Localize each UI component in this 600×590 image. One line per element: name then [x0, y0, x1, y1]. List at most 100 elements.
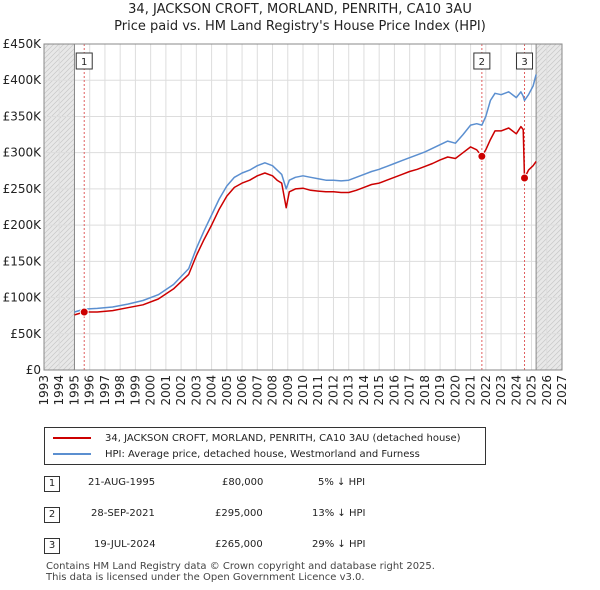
hatch-line [535, 187, 563, 215]
hatch-line [67, 363, 75, 371]
transaction-hpi-diff: 13% ↓ HPI [312, 508, 366, 519]
hatch-line [535, 217, 563, 245]
hatch-line [52, 348, 75, 371]
x-tick-label: 2003 [189, 375, 203, 406]
hatch-line [535, 107, 563, 135]
transaction-price: £265,000 [215, 539, 263, 550]
hatch-line [535, 257, 563, 285]
hatch-line [535, 177, 563, 205]
legend: 34, JACKSON CROFT, MORLAND, PENRITH, CA1… [44, 427, 486, 465]
hatch-line [535, 92, 563, 120]
hatch-line [535, 252, 563, 280]
chart-title: 34, JACKSON CROFT, MORLAND, PENRITH, CA1… [128, 2, 472, 17]
transaction-date: 28-SEP-2021 [91, 508, 155, 519]
transaction-hpi-diff: 29% ↓ HPI [312, 539, 366, 550]
hatch-line [535, 242, 563, 270]
x-tick-label: 2018 [418, 375, 432, 406]
footer-licence: This data is licensed under the Open Gov… [46, 572, 365, 583]
hatch-line [535, 227, 563, 255]
hatch-line [535, 112, 563, 140]
hatch-line [554, 362, 563, 371]
x-tick-label: 2015 [372, 375, 386, 406]
y-tick-label: £250K [3, 182, 43, 196]
y-tick-label: £150K [3, 254, 43, 268]
legend-swatch-property [53, 437, 91, 439]
x-tick-label: 2013 [342, 375, 356, 406]
hatch-line [535, 267, 563, 295]
x-tick-label: 2027 [555, 375, 569, 406]
transaction-label: 3 [516, 52, 534, 70]
transaction-date: 19-JUL-2024 [94, 539, 156, 550]
transaction-label-text: 3 [521, 57, 527, 68]
hatch-line [539, 347, 563, 371]
y-tick-label: £400K [3, 73, 43, 87]
transaction-number-badge: 1 [44, 476, 60, 492]
hatch-line [535, 57, 563, 85]
hatch-line [535, 197, 563, 225]
hatch-line [535, 97, 563, 125]
x-tick-label: 2016 [387, 375, 401, 406]
hatch-line [535, 152, 563, 180]
hatch-line [43, 43, 50, 50]
x-tick-label: 2025 [525, 375, 539, 406]
x-tick-label: 2019 [433, 375, 447, 406]
hatch-line [57, 353, 75, 371]
x-tick-label: 1997 [98, 375, 112, 406]
hatch-line [535, 167, 563, 195]
transaction-label: 1 [75, 52, 93, 70]
hatch-line [535, 277, 563, 305]
x-tick-label: 2011 [311, 375, 325, 406]
transaction-point [520, 173, 530, 183]
hatch-line [535, 43, 547, 55]
x-tick-label: 2006 [235, 375, 249, 406]
transaction-price: £80,000 [222, 477, 264, 488]
hatch-line [535, 327, 563, 355]
x-tick-label: 2007 [250, 375, 264, 406]
hatch-line [535, 43, 552, 60]
y-tick-label: £100K [3, 291, 43, 305]
legend-item-hpi: HPI: Average price, detached house, West… [53, 447, 420, 461]
hpi-line [74, 74, 537, 313]
hatch-line [535, 82, 563, 110]
hatch-line [535, 337, 563, 365]
legend-item-property: 34, JACKSON CROFT, MORLAND, PENRITH, CA1… [53, 431, 461, 445]
transaction-number-badge: 2 [44, 507, 60, 523]
transaction-label-box [75, 52, 93, 70]
hatch-line [535, 262, 563, 290]
hatch-line [535, 297, 563, 325]
hatch-line [535, 332, 563, 360]
transaction-price: £295,000 [215, 508, 263, 519]
x-tick-label: 2000 [144, 375, 158, 406]
hatch-line [535, 43, 542, 50]
hatch-line [535, 342, 563, 370]
hatch-line [535, 237, 563, 265]
transaction-label-text: 2 [479, 57, 485, 68]
footer-copyright: Contains HM Land Registry data © Crown c… [46, 561, 435, 572]
hatch-line [535, 302, 563, 330]
property-price-line [74, 125, 537, 316]
hatch-line [535, 47, 563, 75]
x-tick-label: 2014 [357, 375, 371, 406]
x-tick-label: 2024 [509, 375, 523, 406]
legend-swatch-hpi [53, 453, 91, 455]
y-tick-label: £300K [3, 146, 43, 160]
hatch-line [535, 127, 563, 155]
hatch-line [535, 122, 563, 150]
hatch-line [535, 43, 562, 70]
x-tick-label: 1996 [83, 375, 97, 406]
x-tick-label: 2012 [326, 375, 340, 406]
legend-label-hpi: HPI: Average price, detached house, West… [105, 448, 420, 460]
y-tick-label: £0 [26, 363, 41, 377]
transaction-point [477, 151, 487, 161]
transaction-date: 21-AUG-1995 [88, 477, 156, 488]
hatch-line [549, 357, 563, 371]
hatch-line [535, 72, 563, 100]
hatch-line [43, 43, 60, 60]
legend-label-property: 34, JACKSON CROFT, MORLAND, PENRITH, CA1… [105, 432, 461, 444]
hatch-line [535, 322, 563, 350]
x-tick-label: 2010 [296, 375, 310, 406]
hatch-line [535, 272, 563, 300]
hatch-line [544, 352, 563, 371]
x-tick-label: 2009 [281, 375, 295, 406]
x-tick-label: 2022 [479, 375, 493, 406]
